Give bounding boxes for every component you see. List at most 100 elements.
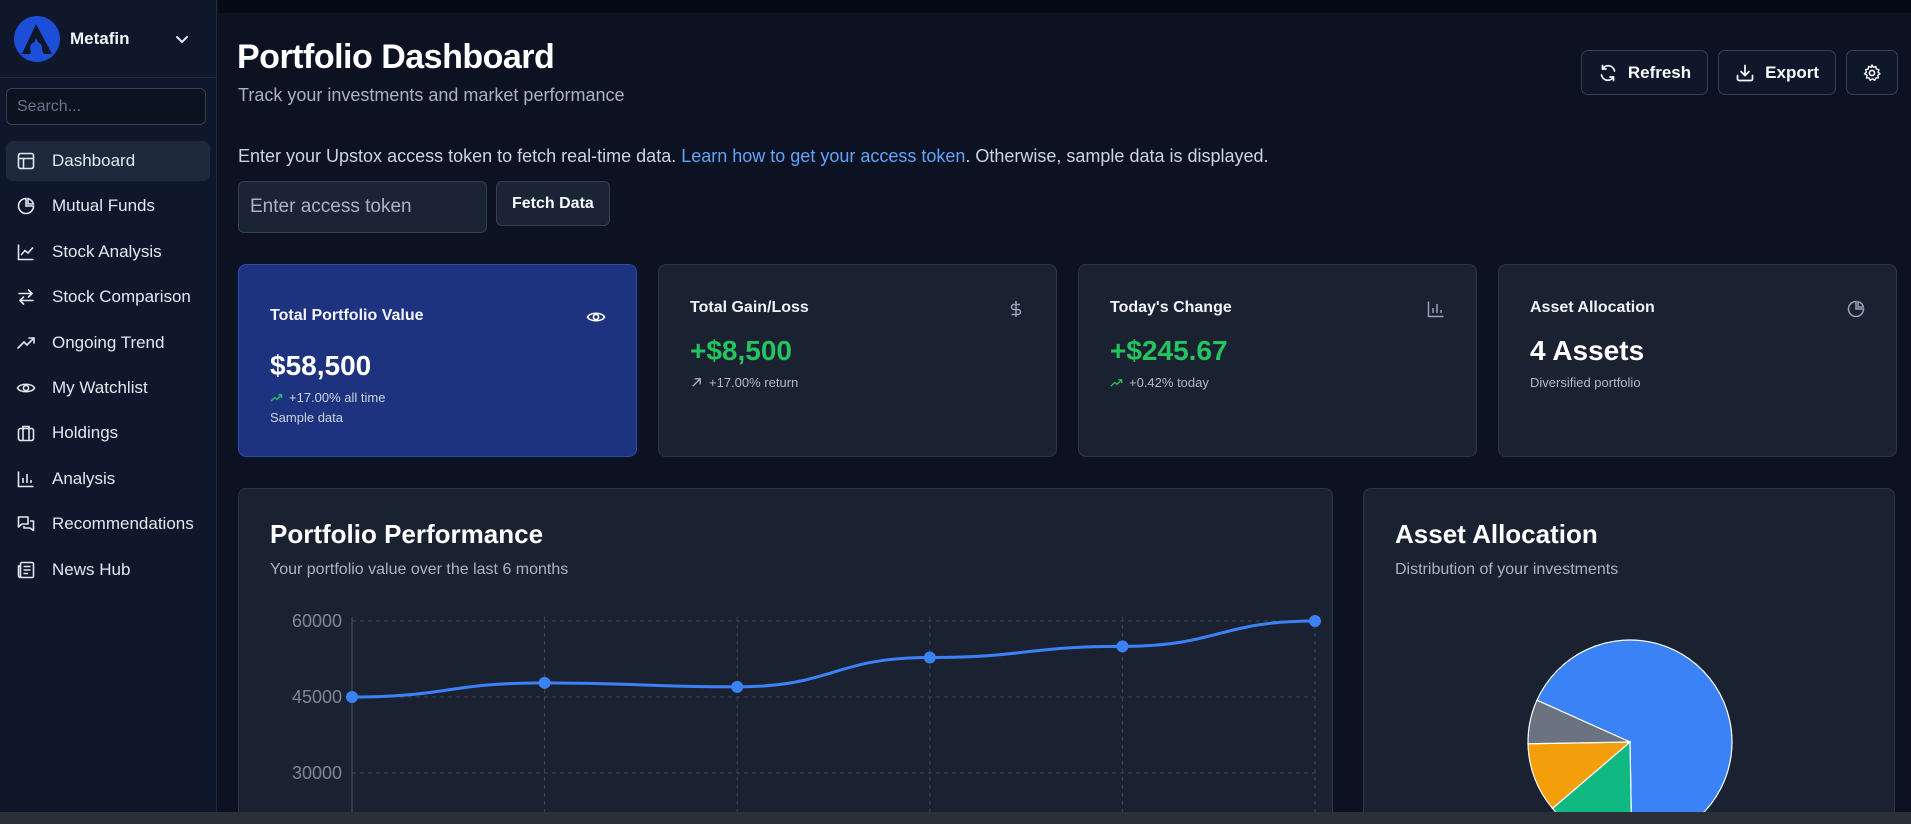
sidebar-item-dashboard[interactable]: Dashboard <box>6 141 210 181</box>
data-point <box>1116 640 1129 653</box>
brand-name: Metafin <box>70 28 130 48</box>
sidebar-item-stock-comparison[interactable]: Stock Comparison <box>6 277 210 317</box>
series-line <box>351 619 1316 699</box>
page-subtitle: Track your investments and market perfor… <box>238 85 625 105</box>
sidebar-item-label: My Watchlist <box>52 377 148 397</box>
pie-slice <box>1536 639 1733 824</box>
taskbar-strip <box>0 812 1911 824</box>
y-tick-label: 30000 <box>292 763 342 783</box>
page-title: Portfolio Dashboard <box>237 38 555 76</box>
card-label: Asset Allocation <box>1530 299 1655 316</box>
sidebar-item-recommendations[interactable]: Recommendations <box>6 504 210 544</box>
sidebar-item-label: Mutual Funds <box>52 196 155 216</box>
export-button[interactable]: Export <box>1718 50 1836 95</box>
card-note: Sample data <box>270 410 343 425</box>
fetch-data-button[interactable]: Fetch Data <box>496 181 610 226</box>
sidebar-item-label: Recommendations <box>52 514 194 534</box>
panel-subtitle: Your portfolio value over the last 6 mon… <box>270 561 569 578</box>
layout-icon <box>17 152 35 170</box>
sidebar-item-ongoing-trend[interactable]: Ongoing Trend <box>6 323 210 363</box>
data-point <box>731 680 744 693</box>
refresh-button[interactable]: Refresh <box>1580 50 1709 95</box>
sidebar-item-label: Dashboard <box>52 151 136 170</box>
messages-icon <box>17 516 35 532</box>
top-strip <box>218 0 1911 13</box>
sidebar-item-news-hub[interactable]: News Hub <box>6 550 210 590</box>
stat-cards: Total Portfolio Value $58,500 +17.00% al… <box>238 264 1897 457</box>
pie-slice <box>1551 740 1633 824</box>
sidebar-item-label: News Hub <box>52 559 131 579</box>
asset-allocation-pie-chart <box>1527 639 1733 824</box>
download-icon <box>1736 64 1754 81</box>
sidebar-item-label: Stock Analysis <box>52 241 162 261</box>
card-sub: +17.00% all time <box>270 390 385 405</box>
card-value: +$245.67 <box>1110 335 1228 366</box>
card-value: $58,500 <box>270 350 372 381</box>
panel-title: Asset Allocation <box>1395 519 1598 549</box>
portfolio-performance-chart: 60000 45000 30000 <box>292 611 1321 824</box>
refresh-label: Refresh <box>1627 62 1692 82</box>
trending-up-icon <box>270 394 283 402</box>
arrows-swap-icon <box>18 289 34 305</box>
sidebar-item-stock-analysis[interactable]: Stock Analysis <box>6 232 210 272</box>
access-token-help-link[interactable]: Learn how to get your access token <box>681 146 966 166</box>
pie-chart-icon <box>1847 300 1865 318</box>
pie-slice <box>1527 741 1632 810</box>
metafin-logo-icon <box>14 15 60 62</box>
card-sub: +17.00% return <box>690 375 798 390</box>
pie-slices <box>1527 639 1733 824</box>
card-total-portfolio-value: Total Portfolio Value $58,500 +17.00% al… <box>238 264 637 457</box>
panel-title: Portfolio Performance <box>270 519 544 549</box>
portfolio-performance-panel: Portfolio Performance Your portfolio val… <box>238 488 1333 824</box>
bar-chart-icon <box>1427 301 1444 318</box>
access-token-input[interactable] <box>238 181 487 233</box>
line-chart-icon <box>17 244 34 261</box>
pie-slice <box>1527 699 1631 745</box>
data-point <box>346 691 358 703</box>
y-tick-label: 45000 <box>292 687 342 707</box>
card-value: +$8,500 <box>690 335 792 366</box>
bar-chart-icon <box>17 471 34 488</box>
card-label: Total Portfolio Value <box>270 307 424 324</box>
search-input[interactable] <box>6 88 206 125</box>
pie-chart-icon <box>17 197 35 215</box>
eye-icon <box>586 312 606 322</box>
data-point <box>1309 615 1321 627</box>
dollar-icon <box>1010 301 1022 317</box>
sidebar-item-analysis[interactable]: Analysis <box>6 459 210 499</box>
sidebar-item-holdings[interactable]: Holdings <box>6 413 210 453</box>
token-instructions: Enter your Upstox access token to fetch … <box>238 146 1269 166</box>
y-tick-label: 60000 <box>292 611 342 631</box>
card-sub: Diversified portfolio <box>1530 375 1641 390</box>
card-asset-allocation: Asset Allocation 4 Assets Diversified po… <box>1498 264 1897 457</box>
asset-allocation-panel: Asset Allocation Distribution of your in… <box>1363 488 1895 824</box>
settings-button[interactable] <box>1846 50 1898 95</box>
card-sub: +0.42% today <box>1110 375 1209 390</box>
sidebar-item-label: Analysis <box>52 468 116 488</box>
trending-up-icon <box>1110 379 1123 387</box>
export-label: Export <box>1765 62 1819 82</box>
sidebar-item-my-watchlist[interactable]: My Watchlist <box>6 368 210 408</box>
data-point <box>538 676 551 689</box>
card-value: 4 Assets <box>1530 335 1645 366</box>
card-label: Today's Change <box>1110 299 1232 316</box>
trending-up-icon <box>17 336 35 349</box>
eye-icon <box>16 383 36 393</box>
sidebar-nav: Dashboard Mutual Funds Stock Analysis St… <box>0 141 216 590</box>
gear-icon <box>1863 63 1881 81</box>
arrow-up-right-icon <box>692 378 701 387</box>
newspaper-icon <box>17 561 35 578</box>
card-label: Total Gain/Loss <box>690 299 809 316</box>
card-total-gain-loss: Total Gain/Loss +$8,500 +17.00% return <box>658 264 1057 457</box>
briefcase-icon <box>17 426 35 442</box>
sidebar-item-label: Stock Comparison <box>52 287 191 307</box>
header-actions: Refresh Export <box>1580 50 1898 95</box>
sidebar-item-label: Holdings <box>52 423 119 443</box>
card-todays-change: Today's Change +$245.67 +0.42% today <box>1078 264 1477 457</box>
sidebar-item-mutual-funds[interactable]: Mutual Funds <box>6 186 210 226</box>
main-content: Portfolio Dashboard Track your investmen… <box>218 0 1911 824</box>
refresh-icon <box>1600 64 1616 81</box>
panel-subtitle: Distribution of your investments <box>1395 561 1619 578</box>
brand-switcher[interactable]: Metafin <box>0 0 216 78</box>
data-point <box>923 651 936 664</box>
